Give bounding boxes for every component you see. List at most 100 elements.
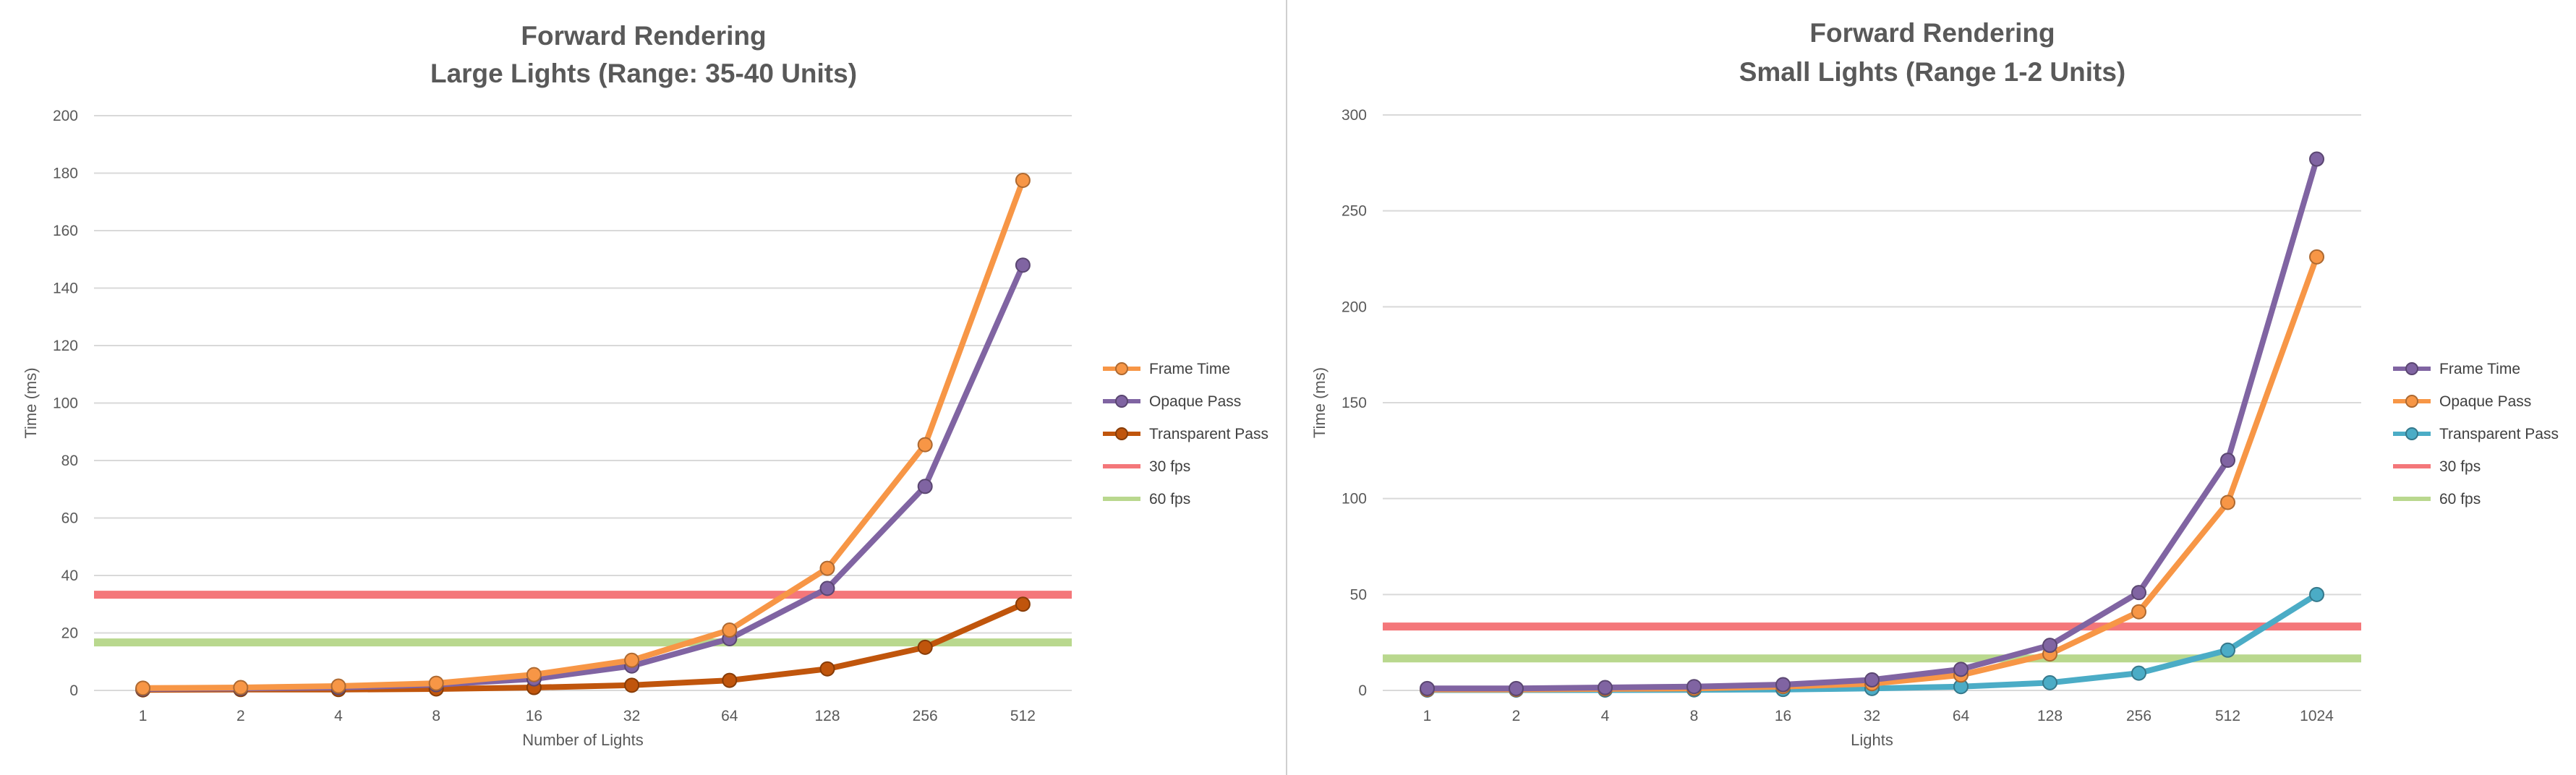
x-tick-label: 1 <box>1423 708 1432 724</box>
data-point-transparent-pass <box>2042 675 2057 690</box>
x-tick-label: 2 <box>236 708 245 724</box>
data-point-frame-time <box>1598 680 1613 695</box>
data-point-transparent-pass <box>2131 665 2146 681</box>
legend-label: 60 fps <box>1149 491 1190 508</box>
x-tick-label: 2 <box>1512 708 1521 724</box>
data-point-transparent-pass <box>722 672 738 688</box>
data-point-frame-time <box>722 622 738 638</box>
chart-subtitle: Small Lights (Range 1-2 Units) <box>1739 57 2126 87</box>
y-axis-title: Time (ms) <box>1310 367 1328 438</box>
y-tick-label: 200 <box>1342 299 1367 315</box>
legend-label: Transparent Pass <box>1149 426 1268 442</box>
x-tick-label: 16 <box>1775 708 1791 724</box>
data-point-opaque-pass <box>917 479 933 494</box>
chart-panel-large-lights: Forward Rendering Large Lights (Range: 35… <box>0 0 1287 775</box>
x-tick-label: 4 <box>1601 708 1610 724</box>
x-tick-label: 1 <box>139 708 148 724</box>
x-tick-label: 256 <box>2126 708 2151 724</box>
legend-label: Frame Time <box>2439 361 2520 377</box>
chart-panel-small-lights: Forward Rendering Small Lights (Range 1-2… <box>1289 0 2576 775</box>
x-tick-label: 128 <box>2037 708 2063 724</box>
data-point-frame-time <box>2131 585 2146 601</box>
y-tick-label: 300 <box>1342 107 1367 124</box>
series-line-frame-time <box>1424 156 2320 692</box>
legend-label: Opaque Pass <box>2439 393 2531 410</box>
y-tick-label: 40 <box>61 568 78 584</box>
y-tick-label: 100 <box>53 395 78 412</box>
data-point-frame-time <box>1775 677 1791 693</box>
chart-small-lights: Forward Rendering Small Lights (Range 1-2… <box>1310 18 2559 749</box>
y-tick-label: 160 <box>53 223 78 239</box>
x-tick-label: 16 <box>526 708 542 724</box>
y-tick-label: 60 <box>61 510 78 527</box>
legend-marker-opaque-pass <box>2405 395 2418 408</box>
series-line-transparent-pass <box>140 601 1026 693</box>
data-point-frame-time <box>624 652 640 668</box>
data-point-opaque-pass <box>2131 604 2146 620</box>
data-point-frame-time <box>917 437 933 453</box>
data-point-frame-time <box>1953 661 1969 677</box>
data-point-frame-time <box>1686 679 1702 695</box>
x-tick-label: 512 <box>2215 708 2240 724</box>
data-point-frame-time <box>135 680 151 696</box>
data-point-transparent-pass <box>917 639 933 655</box>
legend-marker-frame-time <box>1115 362 1128 375</box>
x-tick-label: 128 <box>814 708 840 724</box>
x-tick-label: 32 <box>623 708 640 724</box>
x-tick-label: 64 <box>721 708 738 724</box>
legend-marker-transparent-pass <box>2405 427 2418 440</box>
y-tick-label: 180 <box>53 166 78 182</box>
x-tick-label: 1024 <box>2300 708 2334 724</box>
data-point-transparent-pass <box>2309 586 2324 602</box>
y-axis-title: Time (ms) <box>22 367 40 438</box>
data-point-transparent-pass <box>624 677 640 693</box>
legend-label: Opaque Pass <box>1149 393 1241 410</box>
x-tick-label: 8 <box>432 708 440 724</box>
legend-label: Frame Time <box>1149 361 1230 377</box>
series-line-opaque-pass <box>140 262 1026 692</box>
data-point-frame-time <box>2220 453 2235 468</box>
x-axis-title: Lights <box>1851 731 1893 749</box>
data-point-frame-time <box>526 667 542 682</box>
x-tick-label: 8 <box>1690 708 1699 724</box>
legend-marker-frame-time <box>2405 362 2418 375</box>
y-tick-label: 200 <box>53 108 78 124</box>
x-tick-label: 4 <box>334 708 343 724</box>
chart-large-lights: Forward Rendering Large Lights (Range: 35… <box>22 21 1268 749</box>
y-tick-label: 80 <box>61 453 78 469</box>
y-tick-label: 140 <box>53 281 78 297</box>
y-tick-label: 0 <box>1358 682 1367 699</box>
data-point-opaque-pass <box>1015 257 1031 273</box>
x-tick-label: 256 <box>913 708 938 724</box>
y-tick-label: 0 <box>69 682 78 699</box>
legend-label: 30 fps <box>1149 458 1190 475</box>
data-point-transparent-pass <box>819 661 835 677</box>
legend-label: 60 fps <box>2439 491 2481 508</box>
y-tick-label: 150 <box>1342 395 1367 411</box>
data-point-frame-time <box>330 678 346 694</box>
x-tick-label: 32 <box>1864 708 1880 724</box>
data-point-opaque-pass <box>2309 249 2324 265</box>
data-point-frame-time <box>1015 172 1031 188</box>
y-tick-label: 100 <box>1342 491 1367 508</box>
data-point-frame-time <box>233 680 249 695</box>
y-tick-label: 50 <box>1350 586 1367 603</box>
legend-marker-opaque-pass <box>1115 395 1128 408</box>
x-tick-label: 64 <box>1953 708 1970 724</box>
data-point-frame-time <box>2309 151 2324 167</box>
chart-title: Forward Rendering <box>1809 18 2055 48</box>
x-axis-title: Number of Lights <box>522 731 644 749</box>
data-point-opaque-pass <box>2220 494 2235 510</box>
chart-subtitle: Large Lights (Range: 35-40 Units) <box>430 59 857 88</box>
data-point-frame-time <box>2042 638 2057 654</box>
data-point-transparent-pass <box>2220 642 2235 658</box>
x-tick-label: 512 <box>1010 708 1036 724</box>
data-point-frame-time <box>428 675 444 691</box>
y-tick-label: 20 <box>61 625 78 642</box>
data-point-transparent-pass <box>1015 596 1031 612</box>
legend-label: Transparent Pass <box>2439 426 2559 442</box>
y-tick-label: 250 <box>1342 203 1367 220</box>
legend-label: 30 fps <box>2439 458 2481 475</box>
legend-marker-transparent-pass <box>1115 427 1128 440</box>
data-point-frame-time <box>1509 680 1524 696</box>
